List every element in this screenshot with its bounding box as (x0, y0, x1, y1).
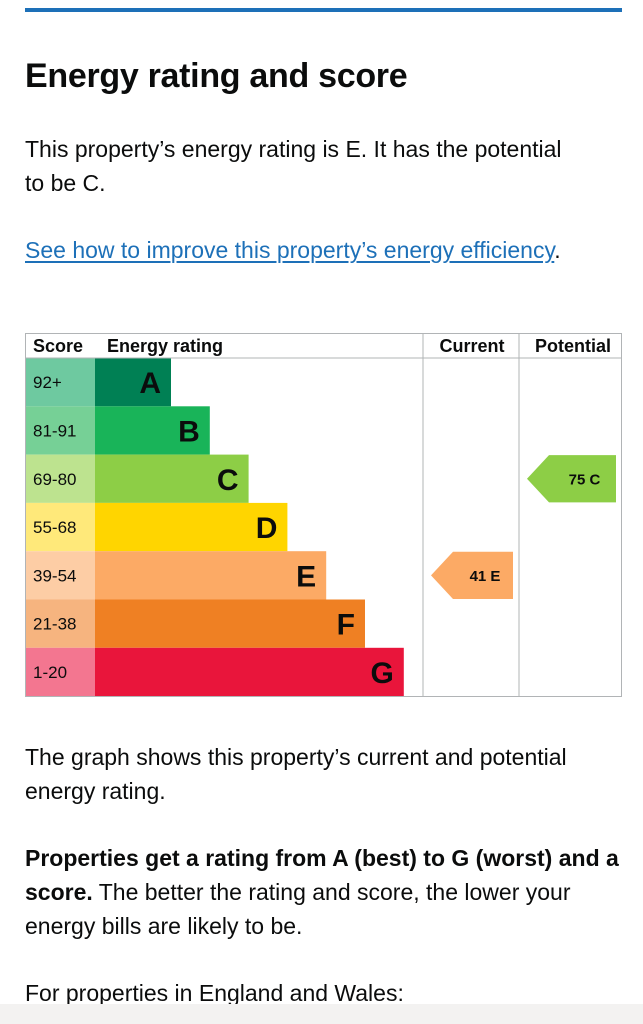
band-score-a: 92+ (33, 373, 62, 392)
band-score-cell-e (25, 551, 95, 600)
band-bar-g (95, 647, 404, 697)
header-energy-rating: Energy rating (107, 336, 223, 356)
band-letter-a: A (139, 367, 161, 400)
band-letter-d: D (256, 512, 278, 545)
band-score-cell-b (25, 406, 95, 455)
band-letter-g: G (370, 657, 393, 690)
browser-bottom-bar (0, 1004, 643, 1024)
header-potential: Potential (535, 336, 611, 356)
band-bar-a (95, 358, 171, 407)
band-score-f: 21-38 (33, 615, 76, 634)
band-bar-b (95, 406, 210, 455)
band-bar-e (95, 551, 327, 600)
band-score-e: 39-54 (33, 566, 76, 585)
rating-explanation: Properties get a rating from A (best) to… (25, 841, 620, 943)
rating-explanation-bold: Properties get a rating from A (best) to… (25, 845, 619, 905)
band-letter-f: F (337, 609, 355, 642)
band-score-cell-f (25, 599, 95, 648)
energy-rating-graph: Score Energy rating Current Potential 92… (25, 333, 622, 697)
potential-rating-arrow (527, 455, 616, 503)
band-score-cell-c (25, 454, 95, 503)
header-current: Current (439, 336, 504, 356)
improve-link-paragraph: See how to improve this property’s energ… (25, 233, 585, 267)
section-divider (25, 8, 622, 12)
england-wales-note: For properties in England and Wales: (25, 980, 404, 1006)
band-score-c: 69-80 (33, 470, 76, 489)
chart-border (25, 333, 622, 697)
band-score-b: 81-91 (33, 421, 76, 440)
band-bar-d (95, 502, 288, 552)
band-letter-c: C (217, 464, 239, 497)
band-score-cell-a (25, 358, 95, 407)
band-letter-e: E (296, 560, 316, 593)
graph-note: The graph shows this property’s current … (25, 744, 567, 804)
page-title: Energy rating and score (25, 57, 408, 95)
improve-efficiency-link[interactable]: See how to improve this property’s energ… (25, 237, 555, 263)
band-score-cell-d (25, 502, 95, 552)
rating-explanation-rest: The better the rating and score, the low… (25, 879, 571, 939)
band-bar-c (95, 454, 249, 503)
link-suffix: . (554, 237, 561, 263)
band-bar-f (95, 599, 365, 648)
current-rating-label: 41 E (470, 568, 501, 585)
potential-rating-label: 75 C (569, 471, 601, 488)
band-score-g: 1-20 (33, 663, 67, 682)
energy-rating-chart: Score Energy rating Current Potential 92… (25, 333, 622, 697)
band-score-d: 55-68 (33, 518, 76, 537)
header-score: Score (33, 336, 83, 356)
band-letter-b: B (178, 415, 200, 448)
current-rating-arrow (431, 551, 513, 599)
band-score-cell-g (25, 647, 95, 697)
rating-summary: This property’s energy rating is E. It h… (25, 136, 562, 196)
